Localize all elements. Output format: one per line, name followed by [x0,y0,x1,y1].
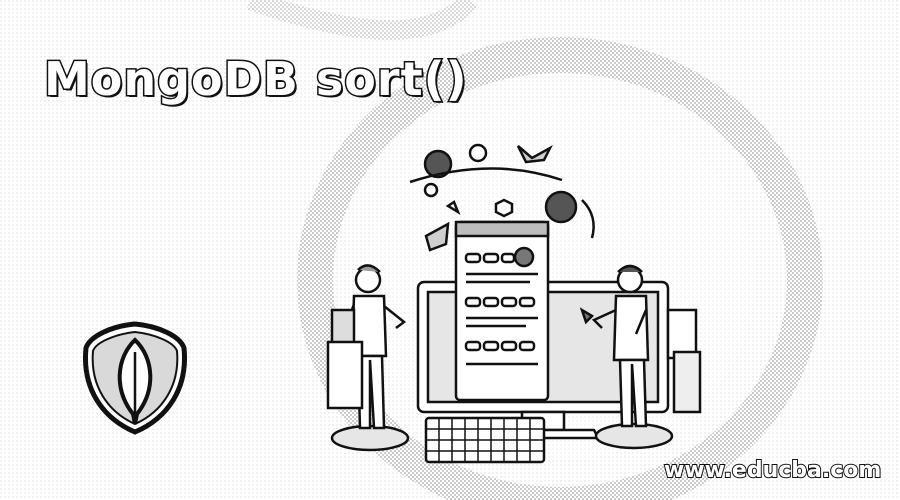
website-url: www.educba.com [663,457,882,484]
developers-at-computer-illustration [326,143,702,464]
page-title: MongoDB sort() [43,51,469,108]
mongodb-leaf-icon [82,321,188,435]
